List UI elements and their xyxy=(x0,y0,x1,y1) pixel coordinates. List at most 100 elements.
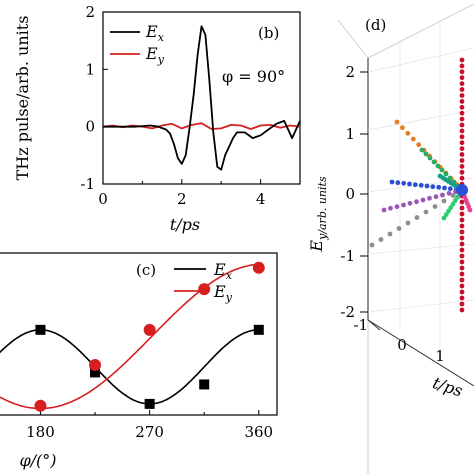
d-point xyxy=(407,181,412,187)
d-point xyxy=(427,195,432,201)
c-point-ex xyxy=(199,379,210,390)
d-point xyxy=(459,241,465,247)
c-point-ey xyxy=(143,323,156,336)
d-point xyxy=(423,151,429,157)
d-point xyxy=(416,142,422,148)
d-point xyxy=(452,198,458,203)
d-point xyxy=(459,283,465,289)
d-point xyxy=(448,205,454,210)
panel-d-yticks: -2 -1 0 1 2 xyxy=(340,63,368,321)
d-point xyxy=(459,93,465,98)
d-point xyxy=(442,185,447,191)
panel-d-ylabel: Ey/arb. units xyxy=(307,176,329,253)
d-point xyxy=(459,199,465,205)
d-point xyxy=(459,307,465,313)
c-xtick-label: 270 xyxy=(135,423,164,441)
c-point-ey xyxy=(252,261,265,274)
d-ytick-label: -2 xyxy=(340,303,355,321)
legend-c-ex-label: Ex xyxy=(213,260,233,282)
b-ytick-label: 0 xyxy=(85,118,95,136)
c-fit-ex xyxy=(0,328,259,405)
c-xtick-label: 180 xyxy=(26,423,55,441)
d-point xyxy=(401,180,407,186)
d-point xyxy=(459,247,465,253)
d-point xyxy=(412,182,418,188)
d-point xyxy=(459,301,465,307)
d-point xyxy=(459,99,465,104)
d-point xyxy=(436,184,442,190)
d-point xyxy=(459,211,465,217)
d-point xyxy=(443,212,449,217)
d-point xyxy=(394,119,400,125)
d-point xyxy=(459,116,465,122)
d-point xyxy=(450,201,456,207)
d-point xyxy=(396,226,402,231)
d-point xyxy=(459,271,465,277)
panel-b-frame xyxy=(102,11,301,185)
panel-d-floor-edge xyxy=(367,319,474,387)
c-point-ey xyxy=(89,359,102,372)
d-point xyxy=(459,235,465,241)
d-ytick-label: 2 xyxy=(345,63,355,81)
d-point xyxy=(389,179,395,185)
panel-c-ticks: 180 270 360 xyxy=(26,410,273,441)
d-ytick-label: 1 xyxy=(345,125,355,143)
d-point xyxy=(410,136,416,142)
d-point xyxy=(455,194,460,200)
d-point xyxy=(459,69,465,75)
d-point xyxy=(459,229,465,235)
panel-c-xlabel: φ/(°) xyxy=(19,451,56,470)
d-point xyxy=(459,128,465,134)
d-point xyxy=(439,167,445,173)
d-point xyxy=(387,231,393,237)
b-ytick-label: -1 xyxy=(80,175,95,193)
d-point xyxy=(459,277,465,283)
d-point xyxy=(459,140,465,146)
d-point xyxy=(459,81,465,86)
d-point xyxy=(459,122,465,128)
d-point xyxy=(400,125,405,131)
d-ytick-label: -1 xyxy=(340,247,355,265)
d-point xyxy=(430,184,436,190)
d-point xyxy=(459,205,465,211)
panel-c-frame xyxy=(0,252,278,416)
panel-d-points xyxy=(369,57,473,313)
c-point-ey xyxy=(198,283,211,296)
d-point xyxy=(459,253,465,259)
d-point xyxy=(378,237,384,242)
d-point xyxy=(381,207,387,213)
d-point xyxy=(450,193,456,198)
d-xtick-label: 0 xyxy=(397,336,407,354)
d-point xyxy=(459,110,465,116)
d-point xyxy=(459,158,465,163)
d-point xyxy=(401,202,406,208)
d-point xyxy=(424,183,430,189)
d-point xyxy=(441,198,447,204)
d-point xyxy=(369,242,375,248)
d-point xyxy=(459,259,465,265)
b-ytick-label: 1 xyxy=(85,60,95,78)
d-point xyxy=(459,57,465,63)
b-xtick-label: 2 xyxy=(177,190,187,208)
d-point xyxy=(407,200,413,206)
d-point xyxy=(447,186,453,192)
panel-b-annotation: φ = 90° xyxy=(222,67,285,86)
d-point xyxy=(388,205,393,211)
panel-b-label: (b) xyxy=(258,24,279,42)
d-point xyxy=(431,159,437,165)
panel-b-lines xyxy=(102,25,301,171)
d-point xyxy=(414,215,420,220)
d-point xyxy=(441,215,447,221)
b-xtick-label: 4 xyxy=(256,190,266,208)
panel-b-xlabel: t/ps xyxy=(170,215,200,234)
d-point xyxy=(459,295,465,301)
legend-c-ey-label: Ey xyxy=(213,282,233,304)
c-point-ex xyxy=(144,398,155,409)
panel-d-label: (d) xyxy=(365,16,386,34)
d-point xyxy=(394,204,400,210)
c-point-ey xyxy=(34,399,47,412)
d-point xyxy=(459,223,465,229)
c-point-ex xyxy=(253,324,264,335)
